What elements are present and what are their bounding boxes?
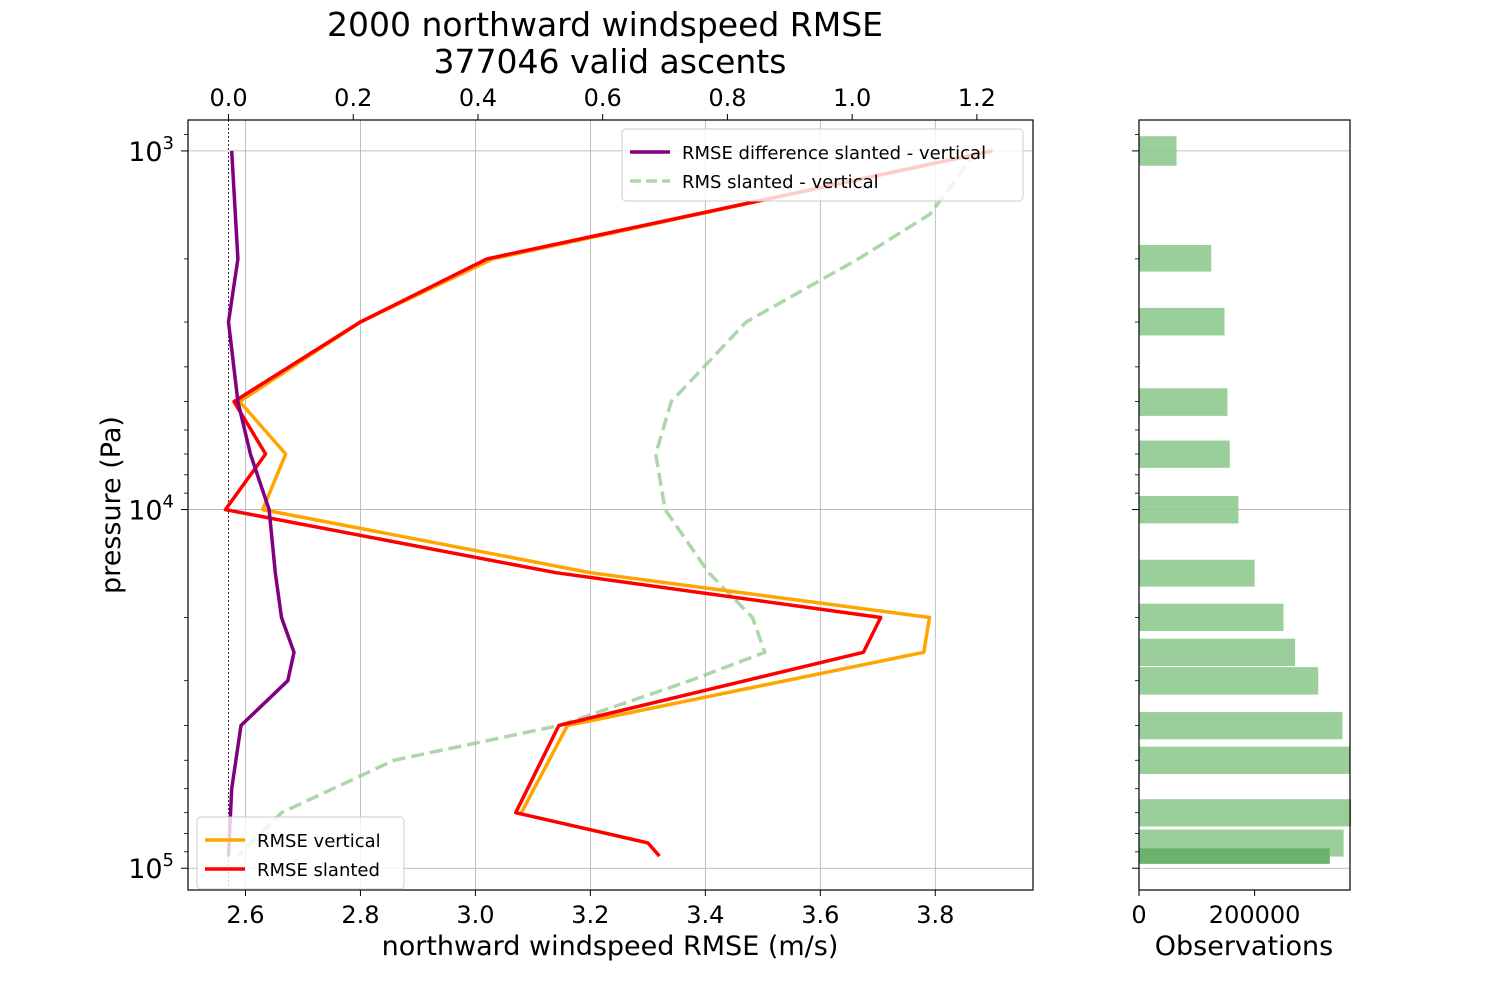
legend-box — [621, 128, 1024, 202]
observation-bar — [1139, 746, 1350, 774]
y-tick-label: 105 — [128, 850, 174, 885]
top-x-tick-label: 0.0 — [209, 84, 247, 112]
legend-upper-right: RMSE difference slanted - vertical RMS sl… — [621, 128, 1024, 202]
top-x-tick-label: 0.6 — [584, 84, 622, 112]
x-tick-label: 3.0 — [456, 901, 494, 929]
observation-bar — [1139, 559, 1255, 587]
series-line-2 — [226, 150, 296, 857]
observation-bar — [1139, 603, 1284, 631]
observation-bar — [1139, 245, 1212, 272]
legend-entry-label: RMSE slanted — [257, 860, 380, 881]
legend-entry-label: RMSE difference slanted - vertical — [682, 143, 986, 164]
main-plot-frame — [187, 119, 1034, 891]
y-tick-label: 103 — [128, 133, 174, 168]
top-x-tick-label: 1.0 — [833, 84, 871, 112]
observation-bar — [1139, 388, 1228, 416]
observations-axis-label: Observations — [1155, 931, 1333, 962]
observation-bar — [1139, 496, 1239, 524]
top-x-tick-label: 0.2 — [334, 84, 372, 112]
x-tick-label: 2.6 — [226, 901, 264, 929]
legend-lower-left: RMSE vertical RMSE slanted — [196, 816, 405, 890]
top-x-tick-label: 0.4 — [459, 84, 497, 112]
legend-entry-label: RMSE vertical — [257, 831, 381, 852]
x-axis-label: northward windspeed RMSE (m/s) — [382, 931, 839, 962]
series-line-3 — [236, 149, 979, 858]
x-tick-label: 3.8 — [916, 901, 954, 929]
chart-title-line-1: 2000 northward windspeed RMSE — [327, 5, 883, 44]
main-gridlines — [188, 120, 1033, 890]
x-tick-label: 3.4 — [686, 901, 724, 929]
observation-bar — [1139, 136, 1177, 166]
observations-x-tick-label: 200000 — [1209, 901, 1301, 929]
observations-x-tick-label: 0 — [1131, 901, 1146, 929]
observation-bar-overlap — [1139, 848, 1330, 864]
observation-bar — [1139, 667, 1319, 695]
legend-box — [196, 816, 405, 890]
top-x-tick-label: 0.8 — [708, 84, 746, 112]
observations-plot-frame — [1138, 119, 1351, 891]
series-line-1 — [223, 149, 994, 858]
observations-axis-ticks: 0 200000 — [1131, 134, 1301, 929]
observation-bar — [1139, 638, 1296, 667]
x-tick-label: 3.2 — [571, 901, 609, 929]
main-plot: 2.6 2.8 3.0 3.2 3.4 3.6 3.8 0.0 0.2 0.4 0.6 0.8 1.0 1… — [128, 84, 1034, 929]
top-x-tick-label: 1.2 — [958, 84, 996, 112]
observations-plot: 0 200000 — [1131, 119, 1352, 929]
y-axis-label: pressure (Pa) — [96, 416, 127, 594]
main-axis-ticks: 2.6 2.8 3.0 3.2 3.4 3.6 3.8 0.0 0.2 0.4 0.6 0.8 1.0 1… — [128, 84, 996, 929]
x-tick-label: 2.8 — [341, 901, 379, 929]
legend-entry-label: RMS slanted - vertical — [682, 172, 879, 193]
observation-bar — [1139, 712, 1343, 740]
y-tick-label: 104 — [128, 492, 174, 527]
observation-bar — [1139, 799, 1352, 827]
x-tick-label: 3.6 — [801, 901, 839, 929]
observations-bars — [1139, 136, 1352, 864]
observation-bar — [1139, 440, 1230, 468]
chart-title-line-2: 377046 valid ascents — [434, 42, 787, 81]
main-series — [223, 149, 994, 858]
observation-bar — [1139, 307, 1225, 336]
